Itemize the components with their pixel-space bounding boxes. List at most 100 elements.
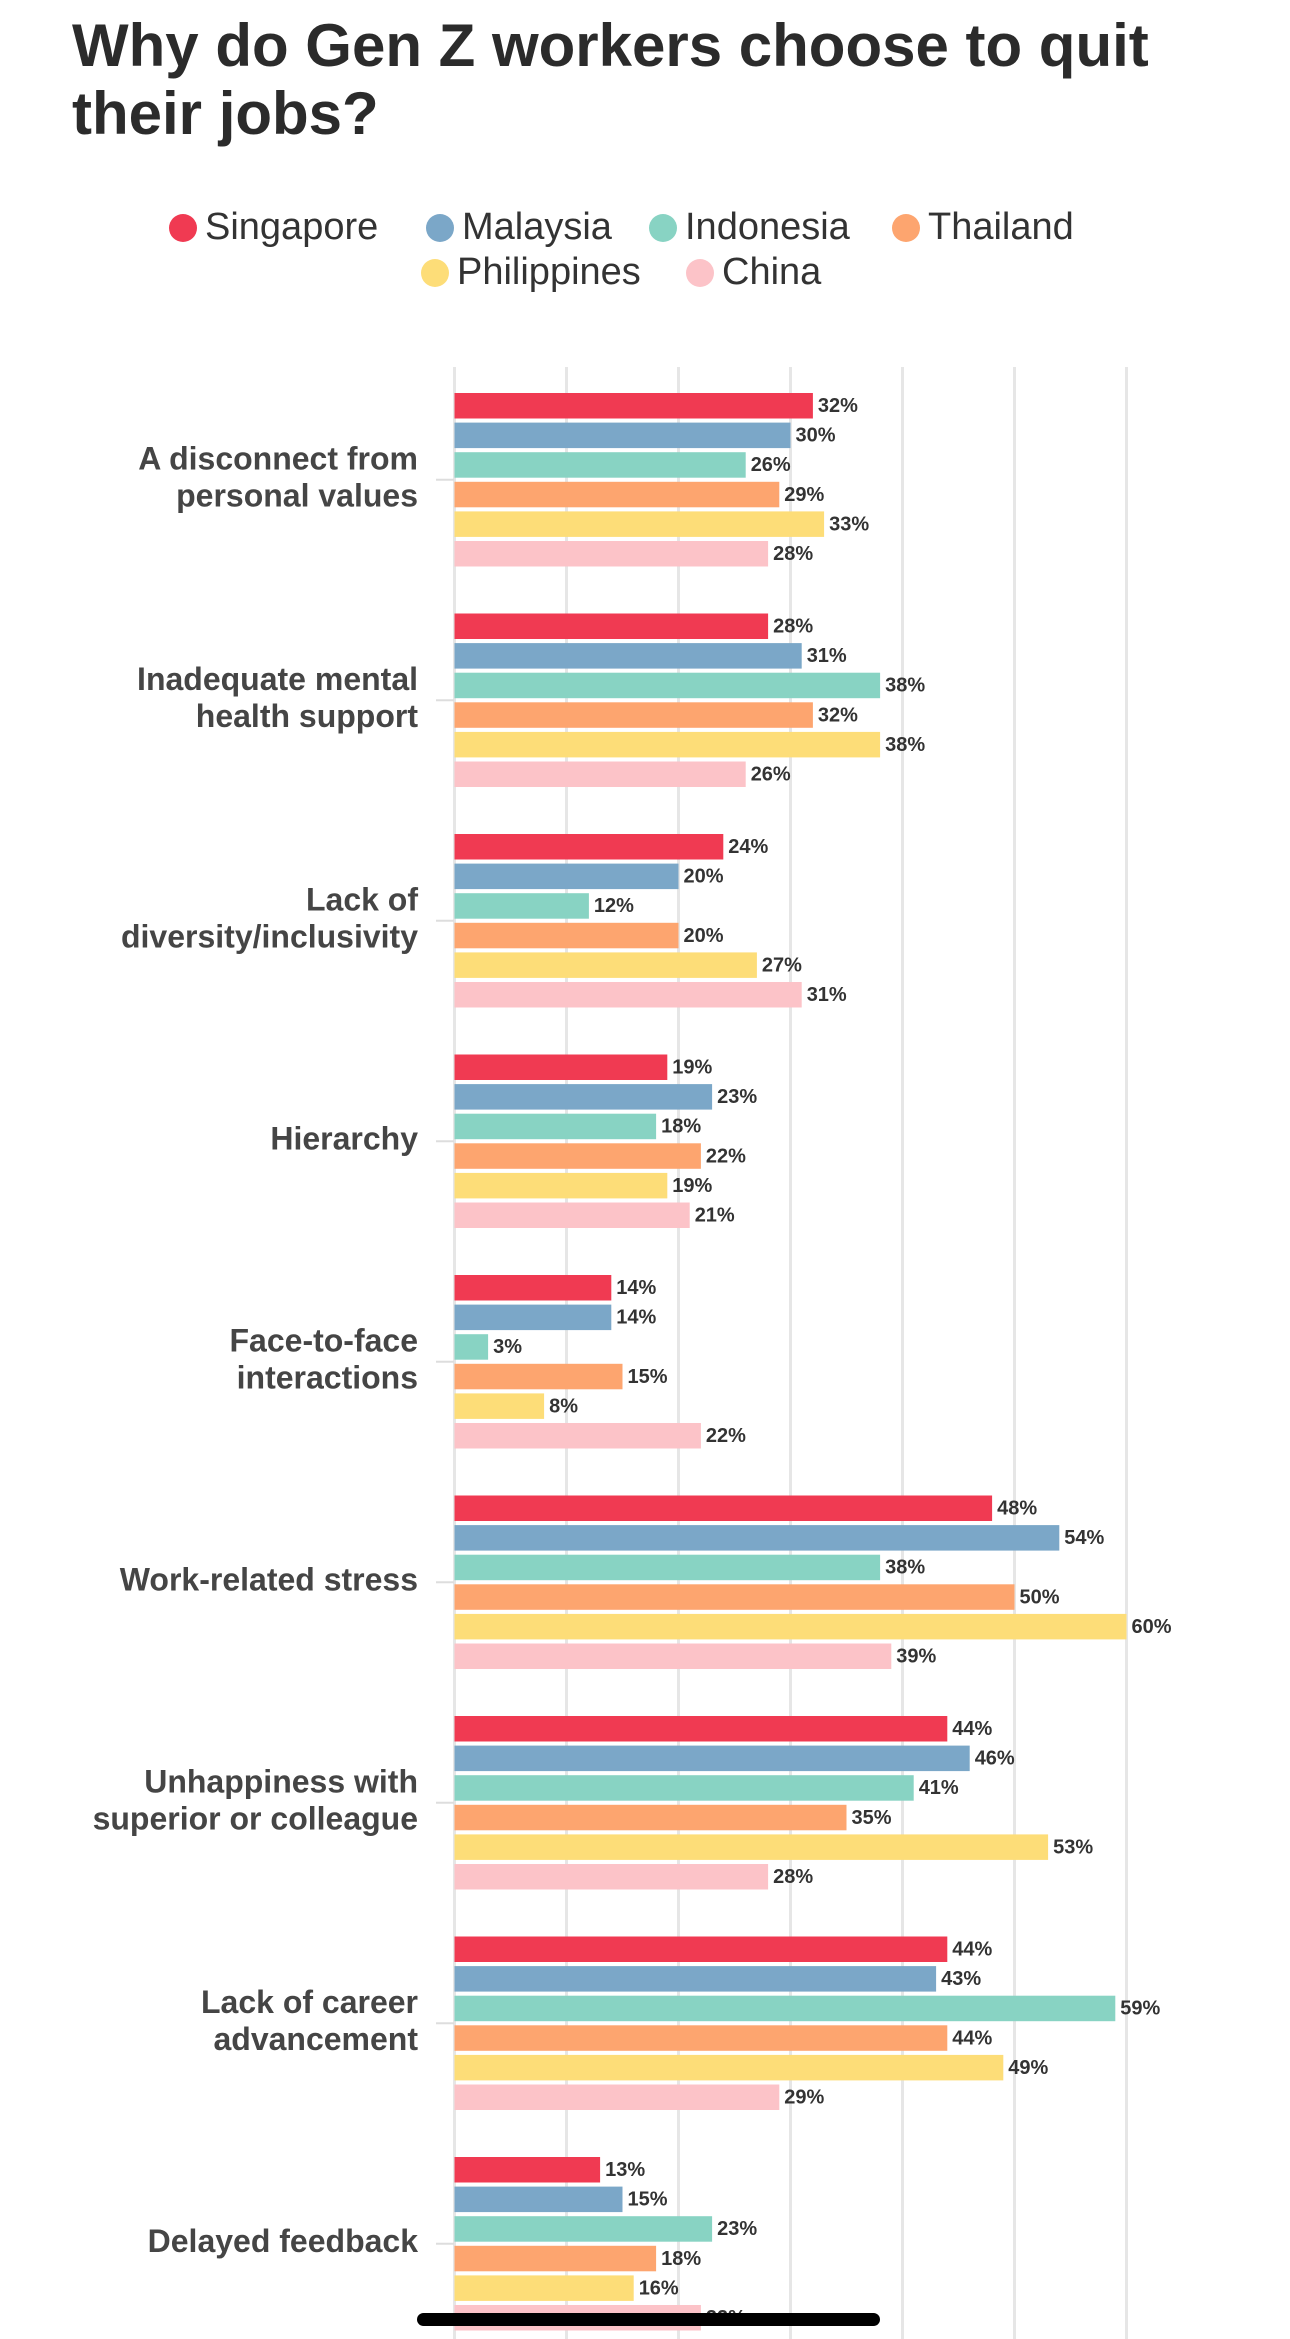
value-label: 19% (672, 1057, 712, 1079)
value-label: 46% (975, 1748, 1015, 1770)
value-label: 23% (717, 1086, 757, 1108)
value-label: 3% (493, 1336, 522, 1358)
value-label: 54% (1064, 1527, 1104, 1549)
legend-swatch (426, 214, 454, 242)
legend-label: Singapore (205, 206, 378, 248)
bar (454, 1936, 948, 1962)
category-label: Lack of diversity/inclusivity (121, 882, 418, 955)
value-label: 50% (1020, 1586, 1060, 1608)
value-label: 59% (1120, 1998, 1160, 2020)
value-label: 60% (1132, 1616, 1172, 1638)
bar (454, 672, 881, 699)
category-label: Delayed feedback (148, 2223, 419, 2259)
category-label: Face-to-face interactions (230, 1323, 419, 1396)
bar (454, 893, 589, 919)
bar (454, 481, 780, 508)
bar (454, 1804, 847, 1831)
value-label: 32% (818, 704, 858, 726)
legend-swatch (169, 214, 197, 242)
bar (454, 1393, 545, 1419)
bar (454, 982, 802, 1008)
bar (454, 2025, 948, 2051)
bar (454, 1495, 993, 1521)
bar (454, 1304, 612, 1331)
value-label: 22% (706, 1145, 746, 1167)
value-label: 28% (773, 543, 813, 565)
value-label: 28% (773, 1866, 813, 1888)
bar (454, 834, 724, 860)
bar (454, 1745, 970, 1772)
bar (454, 541, 769, 567)
value-label: 30% (796, 425, 836, 447)
bar (454, 1202, 690, 1228)
bar (454, 1775, 914, 1801)
category-label: A disconnect from personal values (138, 441, 418, 514)
value-label: 48% (997, 1498, 1037, 1520)
bar (454, 1643, 892, 1669)
bar (454, 1054, 668, 1080)
bar (454, 2275, 634, 2301)
legend-label: Indonesia (685, 206, 851, 248)
value-label: 15% (628, 1366, 668, 1388)
bar (454, 1554, 881, 1581)
bar (454, 1834, 1049, 1860)
value-label: 28% (773, 616, 813, 638)
bar (454, 452, 746, 478)
legend-swatch (686, 259, 714, 287)
value-label: 13% (605, 2159, 645, 2181)
chart-title: Why do Gen Z workers choose to quit their… (72, 12, 1149, 147)
value-label: 14% (616, 1307, 656, 1329)
bar (454, 613, 769, 639)
bar (454, 922, 679, 949)
category-label: Hierarchy (270, 1121, 418, 1157)
bar (454, 1864, 769, 1890)
bar (454, 952, 757, 978)
value-label: 44% (952, 2027, 992, 2049)
value-label: 15% (628, 2189, 668, 2211)
legend-label: Philippines (457, 251, 641, 293)
category-label: Inadequate mental health support (137, 661, 418, 734)
bar (454, 1423, 701, 1449)
bar (454, 1613, 1127, 1640)
value-label: 19% (672, 1175, 712, 1197)
bar (454, 1584, 1015, 1610)
bar (454, 1716, 948, 1742)
value-label: 29% (784, 2087, 824, 2109)
bar (454, 1275, 612, 1301)
bar (454, 2157, 601, 2183)
value-label: 26% (751, 764, 791, 786)
value-label: 24% (728, 836, 768, 858)
value-label: 38% (885, 734, 925, 756)
bar (454, 1363, 623, 1390)
home-indicator (417, 2313, 880, 2326)
value-label: 31% (807, 984, 847, 1006)
legend-label: Thailand (928, 206, 1074, 248)
bar (454, 863, 679, 890)
bar (454, 1172, 668, 1199)
bar (454, 731, 881, 758)
bar (454, 2245, 657, 2272)
value-label: 27% (762, 954, 802, 976)
bar (454, 1995, 1116, 2022)
bar (454, 702, 813, 728)
bar (454, 761, 746, 787)
value-label: 44% (952, 1939, 992, 1961)
bar (454, 511, 825, 537)
value-label: 16% (639, 2277, 679, 2299)
value-label: 38% (885, 675, 925, 697)
value-label: 29% (784, 484, 824, 506)
legend-swatch (421, 259, 449, 287)
bar (454, 2216, 713, 2242)
legend-swatch (649, 214, 677, 242)
value-label: 35% (852, 1807, 892, 1829)
category-label: Lack of career advancement (201, 1984, 418, 2057)
value-label: 8% (549, 1395, 578, 1417)
value-label: 41% (919, 1777, 959, 1799)
value-label: 39% (896, 1646, 936, 1668)
bar (454, 1113, 657, 1140)
bar (454, 1334, 489, 1360)
value-label: 22% (706, 1425, 746, 1447)
value-label: 49% (1008, 2057, 1048, 2079)
value-label: 18% (661, 2248, 701, 2270)
